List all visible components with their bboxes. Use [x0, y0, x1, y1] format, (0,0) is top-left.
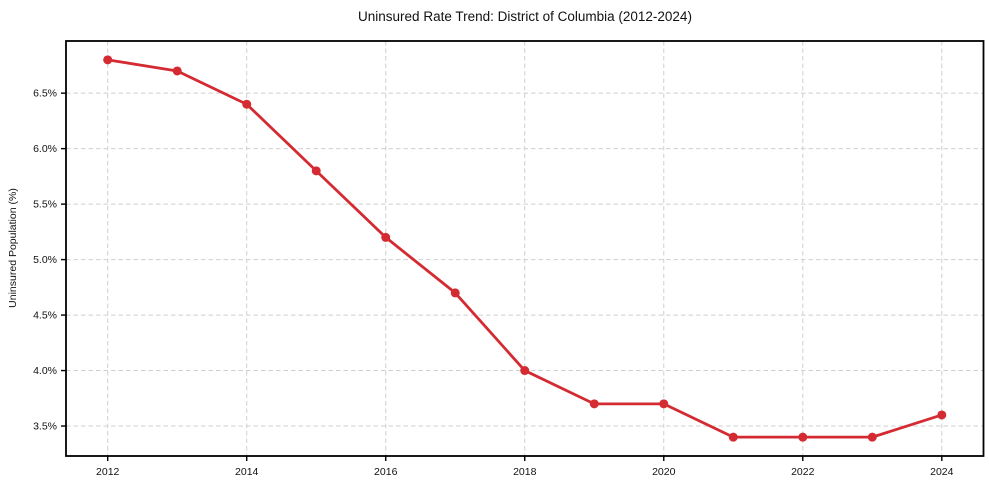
data-point-2017 — [450, 288, 460, 298]
data-point-2013 — [172, 66, 182, 76]
data-point-2022 — [798, 432, 808, 442]
y-tick-label: 4.0% — [33, 365, 57, 377]
chart-title: Uninsured Rate Trend: District of Columb… — [358, 9, 692, 24]
x-tick-label: 2016 — [374, 466, 398, 478]
data-point-2018 — [520, 366, 530, 376]
data-point-2023 — [867, 432, 877, 442]
data-point-2016 — [381, 232, 391, 242]
x-tick-label: 2012 — [96, 466, 120, 478]
data-point-2019 — [589, 399, 599, 409]
data-point-2020 — [659, 399, 669, 409]
data-point-2015 — [311, 166, 321, 176]
x-tick-label: 2020 — [652, 466, 676, 478]
data-point-2024 — [937, 410, 947, 420]
data-point-2021 — [728, 432, 738, 442]
y-tick-label: 6.0% — [33, 143, 57, 155]
y-tick-label: 6.5% — [33, 88, 57, 100]
y-tick-label: 4.5% — [33, 310, 57, 322]
x-tick-label: 2014 — [235, 466, 259, 478]
y-tick-label: 5.5% — [33, 199, 57, 211]
y-tick-label: 5.0% — [33, 254, 57, 266]
y-tick-label: 3.5% — [33, 421, 57, 433]
x-tick-label: 2022 — [791, 466, 815, 478]
x-tick-label: 2024 — [930, 466, 954, 478]
data-point-2014 — [242, 99, 252, 109]
data-point-2012 — [103, 55, 113, 65]
x-tick-label: 2018 — [513, 466, 537, 478]
